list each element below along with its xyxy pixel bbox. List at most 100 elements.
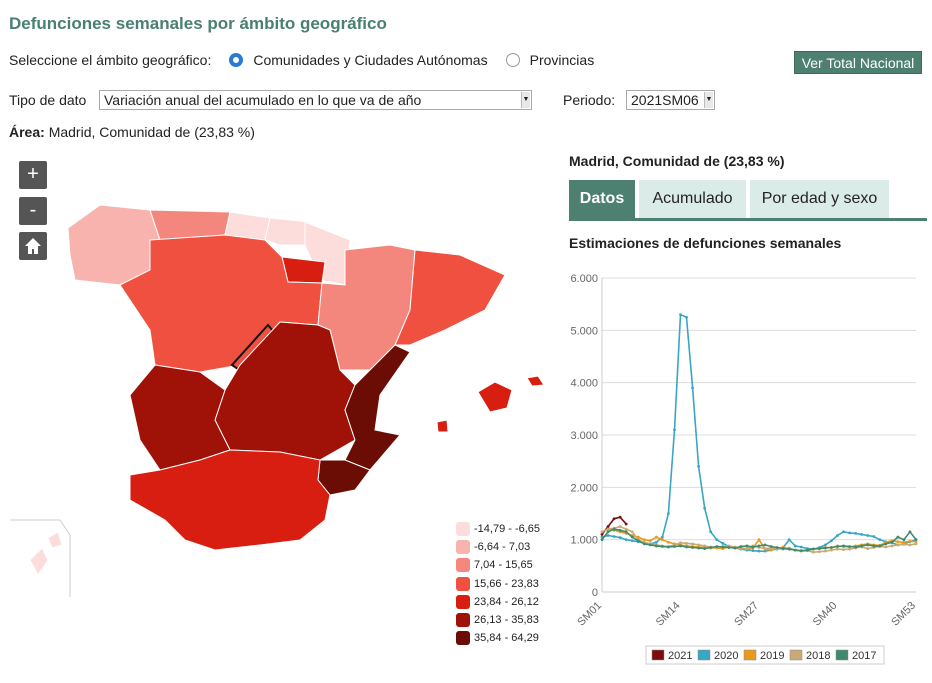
region-baleares[interactable]	[436, 375, 545, 433]
radio-provincias[interactable]	[505, 53, 520, 67]
series-point	[612, 517, 616, 521]
series-point	[787, 538, 791, 542]
series-point	[685, 541, 688, 545]
series-point	[793, 548, 797, 552]
y-tick-label: 3.000	[570, 430, 598, 442]
tipo-select[interactable]: Variación anual del acumulado en lo que …	[99, 90, 532, 110]
series-point	[721, 545, 725, 549]
series-point	[878, 538, 882, 542]
legend-swatch	[456, 613, 470, 628]
legend-swatch	[743, 649, 757, 661]
region-andalucia[interactable]	[129, 449, 331, 551]
series-point	[606, 527, 610, 531]
radio-provincias-label[interactable]: Provincias	[529, 52, 595, 68]
series-point	[600, 530, 604, 534]
legend-swatch	[456, 576, 470, 591]
zoom-in-button[interactable]: +	[19, 161, 47, 189]
zoom-out-button[interactable]: -	[19, 197, 47, 225]
y-tick-label: 4.000	[570, 378, 598, 390]
ver-total-nacional-button[interactable]: Ver Total Nacional	[794, 51, 922, 74]
series-point	[685, 315, 688, 319]
tab-datos[interactable]: Datos	[569, 180, 635, 218]
chart-legend-label: 2017	[852, 650, 876, 662]
series-point	[902, 540, 906, 544]
series-point	[697, 546, 701, 550]
periodo-select-value: 2021SM06	[631, 92, 699, 108]
series-point	[600, 533, 604, 536]
y-tick-label: 5.000	[570, 325, 598, 337]
legend-label: 7,04 - 15,65	[474, 559, 533, 572]
series-line-2020	[601, 313, 917, 553]
series-point	[848, 547, 851, 551]
map-legend: -14,79 - -6,65 -6,64 - 7,03 7,04 - 15,65 15…	[456, 520, 540, 647]
series-point	[691, 386, 694, 390]
series-point	[624, 530, 628, 534]
series-point	[866, 543, 870, 547]
tab-acumulado[interactable]: Acumulado	[639, 180, 746, 218]
chevron-down-icon: ▼	[521, 92, 530, 108]
spain-map[interactable]	[0, 150, 560, 600]
series-point	[769, 548, 773, 552]
series-point	[817, 547, 821, 550]
legend-label: -6,64 - 7,03	[474, 541, 531, 554]
canarias-inset-frame	[10, 519, 71, 597]
series-point	[896, 540, 900, 544]
series-point	[679, 544, 682, 548]
series-point	[878, 544, 882, 548]
series-point	[654, 535, 658, 539]
series-point	[606, 525, 610, 528]
series-point	[890, 544, 894, 548]
series-point	[817, 550, 821, 554]
legend-label: 35,84 - 64,29	[474, 632, 539, 645]
series-point	[715, 538, 719, 542]
series-point	[860, 533, 864, 536]
series-point	[709, 530, 713, 534]
region-aragon[interactable]	[317, 244, 416, 371]
series-point	[854, 545, 858, 549]
series-point	[667, 545, 670, 549]
series-point	[902, 542, 906, 546]
series-point	[830, 546, 833, 549]
series-point	[836, 547, 839, 551]
series-point	[667, 512, 670, 515]
series-point	[612, 527, 616, 531]
series-point	[854, 531, 858, 535]
panel-title: Madrid, Comunidad de (23,83 %)	[569, 153, 785, 169]
series-point	[709, 546, 713, 549]
series-point	[842, 548, 845, 552]
series-point	[606, 534, 610, 537]
scope-label: Seleccione el ámbito geográfico:	[9, 52, 212, 68]
series-point	[697, 465, 701, 468]
series-point	[799, 549, 803, 553]
region-extremadura[interactable]	[129, 364, 231, 471]
series-point	[757, 544, 761, 548]
region-pais-vasco[interactable]	[264, 217, 311, 246]
periodo-select[interactable]: 2021SM06 ▼	[626, 90, 715, 110]
radio-comunidades-label[interactable]: Comunidades y Ciudades Autónomas	[253, 52, 488, 68]
series-point	[799, 545, 803, 549]
series-point	[703, 506, 707, 510]
region-valencia[interactable]	[344, 344, 411, 471]
legend-item: 23,84 - 26,12	[456, 593, 540, 611]
area-value: Madrid, Comunidad de (23,83 %)	[48, 124, 255, 140]
series-point	[775, 546, 779, 549]
region-canarias[interactable]	[29, 531, 63, 576]
series-point	[624, 538, 628, 542]
legend-item: -6,64 - 7,03	[456, 538, 540, 556]
home-button[interactable]	[19, 232, 47, 260]
series-point	[751, 549, 755, 553]
region-cataluna[interactable]	[394, 249, 506, 346]
series-point	[648, 539, 652, 543]
legend-swatch	[789, 649, 803, 661]
legend-swatch	[456, 631, 470, 646]
tab-por-edad-y-sexo[interactable]: Por edad y sexo	[750, 180, 889, 218]
legend-swatch	[456, 558, 470, 573]
panel-tabs: Datos Acumulado Por edad y sexo	[569, 180, 927, 221]
series-point	[866, 534, 870, 537]
y-tick-label: 1.000	[570, 535, 598, 547]
radio-comunidades[interactable]	[229, 53, 244, 67]
series-point	[618, 515, 622, 519]
region-la-rioja[interactable]	[281, 256, 326, 284]
tipo-label: Tipo de dato	[9, 92, 87, 108]
page-title: Defunciones semanales por ámbito geográf…	[9, 14, 387, 33]
